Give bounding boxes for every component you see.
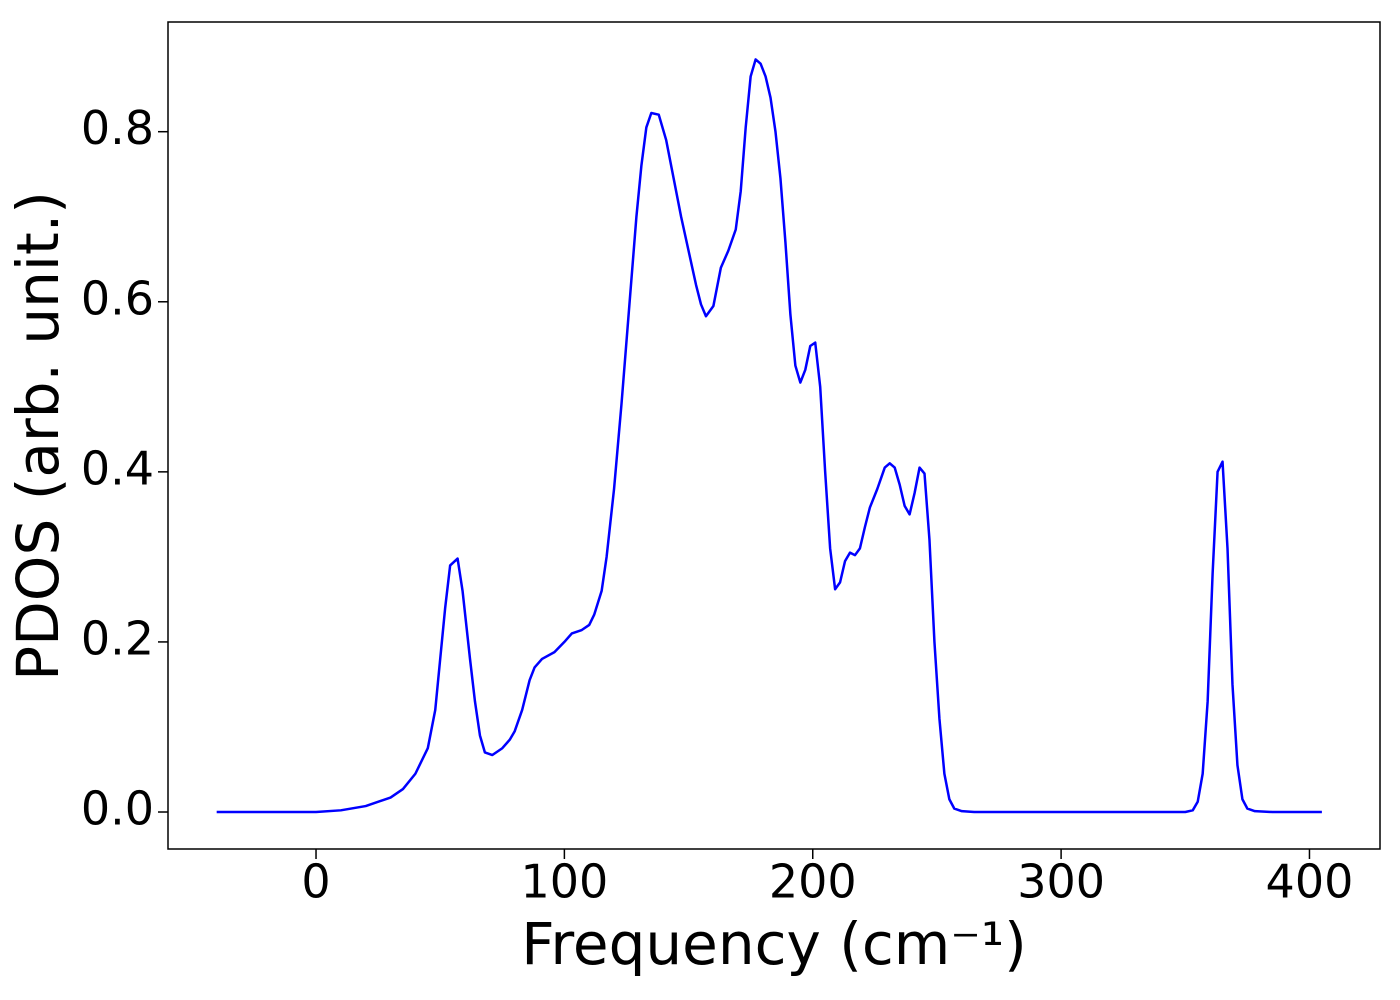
x-tick-label: 300 xyxy=(1017,855,1105,909)
y-tick-label: 0.4 xyxy=(81,441,154,495)
plot-frame xyxy=(167,21,1381,850)
x-tick-label: 200 xyxy=(769,855,857,909)
x-tick-label: 400 xyxy=(1266,855,1354,909)
y-tick-label: 0.6 xyxy=(81,271,154,325)
line-series xyxy=(216,58,1322,814)
y-axis-label: PDOS (arb. unit.) xyxy=(4,191,72,681)
y-tick-label: 0.2 xyxy=(81,611,154,665)
y-tick-label: 0.8 xyxy=(81,101,154,155)
y-tick-label: 0.0 xyxy=(81,782,154,836)
x-axis-label: Frequency (cm⁻¹) xyxy=(521,910,1027,978)
x-tick-label: 100 xyxy=(520,855,608,909)
x-tick-label: 0 xyxy=(301,855,330,909)
